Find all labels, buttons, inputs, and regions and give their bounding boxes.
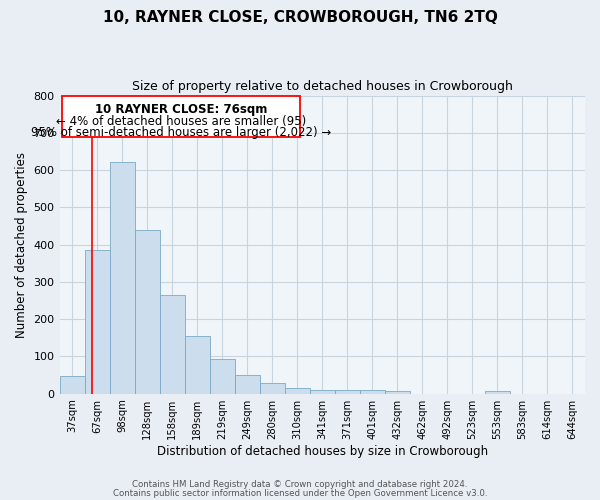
Text: 95% of semi-detached houses are larger (2,022) →: 95% of semi-detached houses are larger (… xyxy=(31,126,331,139)
Bar xyxy=(62,96,300,136)
Bar xyxy=(385,390,410,394)
X-axis label: Distribution of detached houses by size in Crowborough: Distribution of detached houses by size … xyxy=(157,444,488,458)
Text: Contains HM Land Registry data © Crown copyright and database right 2024.: Contains HM Land Registry data © Crown c… xyxy=(132,480,468,489)
Bar xyxy=(85,250,110,394)
Bar xyxy=(185,336,209,394)
Text: ← 4% of detached houses are smaller (95): ← 4% of detached houses are smaller (95) xyxy=(56,115,306,128)
Title: Size of property relative to detached houses in Crowborough: Size of property relative to detached ho… xyxy=(132,80,513,93)
Bar xyxy=(335,390,360,394)
Text: 10, RAYNER CLOSE, CROWBOROUGH, TN6 2TQ: 10, RAYNER CLOSE, CROWBOROUGH, TN6 2TQ xyxy=(103,10,497,25)
Text: 10 RAYNER CLOSE: 76sqm: 10 RAYNER CLOSE: 76sqm xyxy=(95,103,267,116)
Bar xyxy=(360,390,385,394)
Bar xyxy=(285,388,310,394)
Bar xyxy=(59,376,85,394)
Bar xyxy=(134,230,160,394)
Bar xyxy=(235,375,260,394)
Bar xyxy=(209,359,235,394)
Text: Contains public sector information licensed under the Open Government Licence v3: Contains public sector information licen… xyxy=(113,488,487,498)
Y-axis label: Number of detached properties: Number of detached properties xyxy=(15,152,28,338)
Bar xyxy=(310,390,335,394)
Bar xyxy=(485,391,510,394)
Bar xyxy=(260,384,285,394)
Bar xyxy=(110,162,134,394)
Bar xyxy=(160,295,185,394)
